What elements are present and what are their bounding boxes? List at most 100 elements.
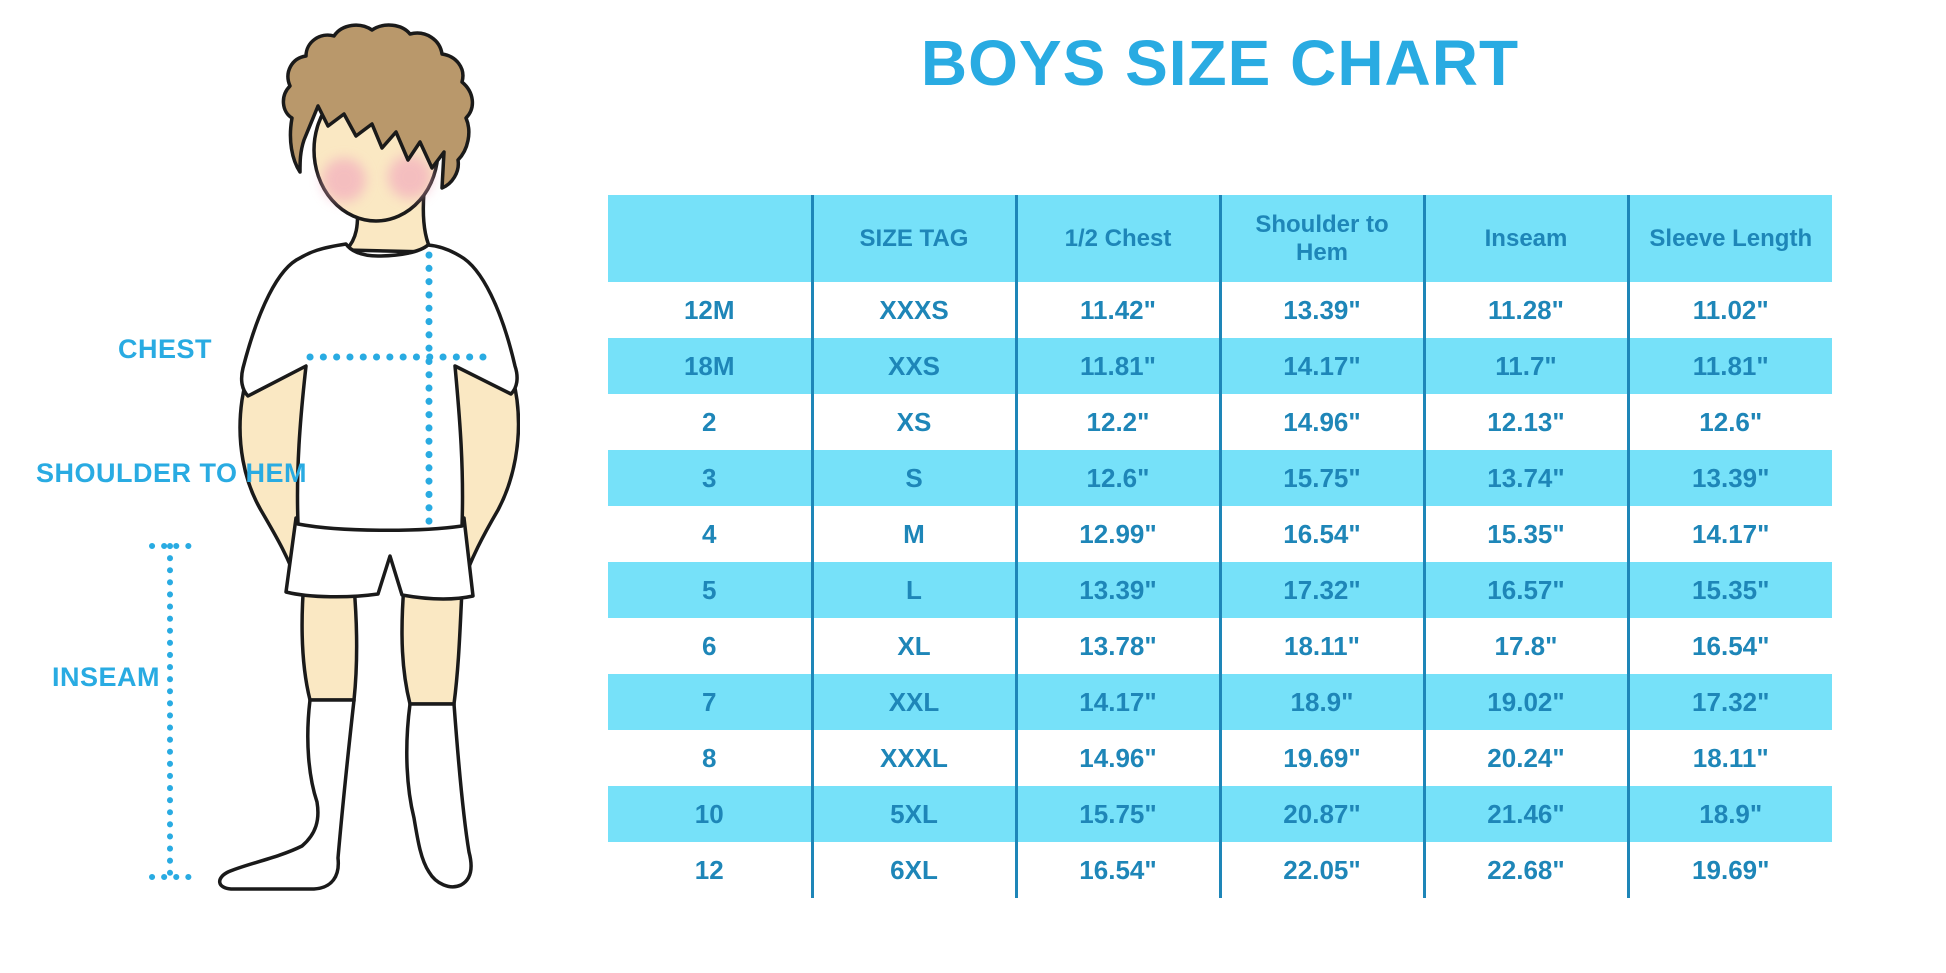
table-row: 12 6XL 16.54" 22.05" 22.68" 19.69" — [608, 842, 1832, 898]
table-row: 7 XXL 14.17" 18.9" 19.02" 17.32" — [608, 674, 1832, 730]
size-table: SIZE TAG 1/2 Chest Shoulder to Hem Inseam Sl… — [608, 195, 1832, 898]
measurement-value-cell: 18.11" — [1626, 730, 1832, 786]
measurement-value-cell: 18.9" — [1218, 674, 1424, 730]
size-label-cell: 2 — [702, 406, 717, 437]
measurement-value-cell: 20.24" — [1422, 730, 1628, 786]
table-row: 3 S 12.6" 15.75" 13.74" 13.39" — [608, 450, 1832, 506]
measurement-value-cell: 22.68" — [1422, 842, 1628, 898]
measurement-value-cell: 11.28" — [1422, 282, 1628, 338]
right-sock-foot — [405, 702, 473, 889]
measurement-value-cell: 6XL — [810, 842, 1016, 898]
measurement-value-cell: XXXL — [810, 730, 1016, 786]
measurement-value-cell: 18.9" — [1626, 786, 1832, 842]
measurement-value-cell: XXS — [810, 338, 1016, 394]
table-row: 6 XL 13.78" 18.11" 17.8" 16.54" — [608, 618, 1832, 674]
blush-right-cheek — [388, 155, 432, 199]
measurement-value-cell: XXXS — [810, 282, 1016, 338]
measurement-value-cell: 15.35" — [1626, 562, 1832, 618]
boy-illustration — [149, 23, 520, 891]
size-label-cell: 7 — [608, 674, 812, 730]
measurement-value-cell: 15.75" — [1014, 786, 1220, 842]
measurement-value-cell: 16.54" — [1014, 842, 1220, 898]
measurement-value-cell: 14.96" — [1218, 394, 1424, 450]
table-row: 2 XS 12.2" 14.96" 12.13" 12.6" — [608, 394, 1832, 450]
measurement-value-cell: 13.39" — [1014, 562, 1220, 618]
column-header-cell: SIZE TAG — [810, 195, 1016, 282]
measurement-value-cell: XXL — [810, 674, 1016, 730]
left-sock-foot — [218, 698, 356, 891]
table-row: 12M XXXS 11.42" 13.39" 11.28" 11.02" — [608, 282, 1832, 338]
measurement-value-cell: S — [810, 450, 1016, 506]
hair — [281, 23, 475, 190]
right-thigh — [400, 583, 464, 706]
size-label-cell: 5 — [608, 562, 812, 618]
table-row: 5 L 13.39" 17.32" 16.57" 15.35" — [608, 562, 1832, 618]
size-label-cell: 3 — [608, 450, 812, 506]
measurement-value-cell: 19.69" — [1626, 842, 1832, 898]
measurement-value-cell: 14.17" — [1218, 338, 1424, 394]
measurement-value-cell: L — [810, 562, 1016, 618]
measurement-value-cell: 19.02" — [1422, 674, 1628, 730]
size-label-cell: 12M — [683, 294, 735, 325]
measurement-value-cell: 18.11" — [1218, 618, 1424, 674]
measurement-value-cell: 13.74" — [1422, 450, 1628, 506]
measurement-value-cell: 20.87" — [1218, 786, 1424, 842]
measurement-value-cell: 17.8" — [1422, 618, 1628, 674]
measurement-value-cell: 13.39" — [1218, 282, 1424, 338]
measurement-value-cell: 14.17" — [1014, 674, 1220, 730]
measurement-value-cell: 17.32" — [1218, 562, 1424, 618]
corner-header-cell — [608, 195, 812, 282]
measurement-value-cell: 11.81" — [1014, 338, 1220, 394]
measurement-value-cell: 16.54" — [1626, 618, 1832, 674]
page-title: BOYS SIZE CHART — [920, 27, 1520, 99]
measurement-value-cell: 12.99" — [1014, 506, 1220, 562]
measurement-value-cell: 11.81" — [1626, 338, 1832, 394]
size-label-cell: 8 — [702, 742, 717, 773]
measurement-value-cell: 13.78" — [1014, 618, 1220, 674]
measurement-value-cell: 21.46" — [1422, 786, 1628, 842]
size-label-cell: 6 — [702, 630, 717, 661]
measurement-value-cell: 12.6" — [1626, 394, 1832, 450]
table-row: 4 M 12.99" 16.54" 15.35" 14.17" — [608, 506, 1832, 562]
size-label-cell: 4 — [702, 518, 717, 549]
measurement-value-cell: 17.32" — [1626, 674, 1832, 730]
size-label-cell: 18M — [608, 338, 812, 394]
measurement-value-cell: 16.54" — [1218, 506, 1424, 562]
measurement-value-cell: 14.96" — [1014, 730, 1220, 786]
measurement-value-cell: 12.6" — [1014, 450, 1220, 506]
measurement-value-cell: XL — [810, 618, 1016, 674]
column-header-cell: Inseam — [1422, 195, 1628, 282]
table-row: 18M XXS 11.81" 14.17" 11.7" 11.81" — [608, 338, 1832, 394]
column-header-cell: Sleeve Length — [1626, 195, 1832, 282]
measurement-value-cell: 16.57" — [1422, 562, 1628, 618]
measurement-value-cell: 11.7" — [1422, 338, 1628, 394]
measurement-value-cell: 19.69" — [1218, 730, 1424, 786]
t-shirt — [239, 242, 519, 533]
shoulder-to-hem-label: SHOULDER TO HEM — [36, 458, 308, 488]
measurement-value-cell: 14.17" — [1626, 506, 1832, 562]
measurement-value-cell: 5XL — [810, 786, 1016, 842]
size-table-body: 12M XXXS 11.42" 13.39" 11.28" 11.02" 18M XXS 11.… — [608, 282, 1832, 898]
inseam-label: INSEAM — [52, 662, 161, 692]
column-header-cell: Shoulder to Hem — [1218, 195, 1424, 282]
table-row: 8 XXXL 14.96" 19.69" 20.24" 18.11" — [608, 730, 1832, 786]
measurement-value-cell: 22.05" — [1218, 842, 1424, 898]
shorts — [284, 516, 475, 601]
measurement-value-cell: 15.35" — [1422, 506, 1628, 562]
measurement-value-cell: 11.02" — [1626, 282, 1832, 338]
table-row: 10 5XL 15.75" 20.87" 21.46" 18.9" — [608, 786, 1832, 842]
size-label-cell: 12 — [694, 854, 724, 885]
size-label-cell: 10 — [608, 786, 812, 842]
measurement-value-cell: XS — [810, 394, 1016, 450]
measurement-value-cell: 12.2" — [1014, 394, 1220, 450]
size-table-header: SIZE TAG 1/2 Chest Shoulder to Hem Inseam Sl… — [608, 195, 1832, 282]
measurement-value-cell: M — [810, 506, 1016, 562]
column-header-cell: 1/2 Chest — [1014, 195, 1220, 282]
measurement-value-cell: 12.13" — [1422, 394, 1628, 450]
measurement-value-cell: 15.75" — [1218, 450, 1424, 506]
blush-left-cheek — [322, 158, 366, 202]
chest-label: CHEST — [118, 334, 213, 364]
header-row: SIZE TAG 1/2 Chest Shoulder to Hem Inseam Sl… — [608, 195, 1832, 282]
measurement-value-cell: 11.42" — [1014, 282, 1220, 338]
